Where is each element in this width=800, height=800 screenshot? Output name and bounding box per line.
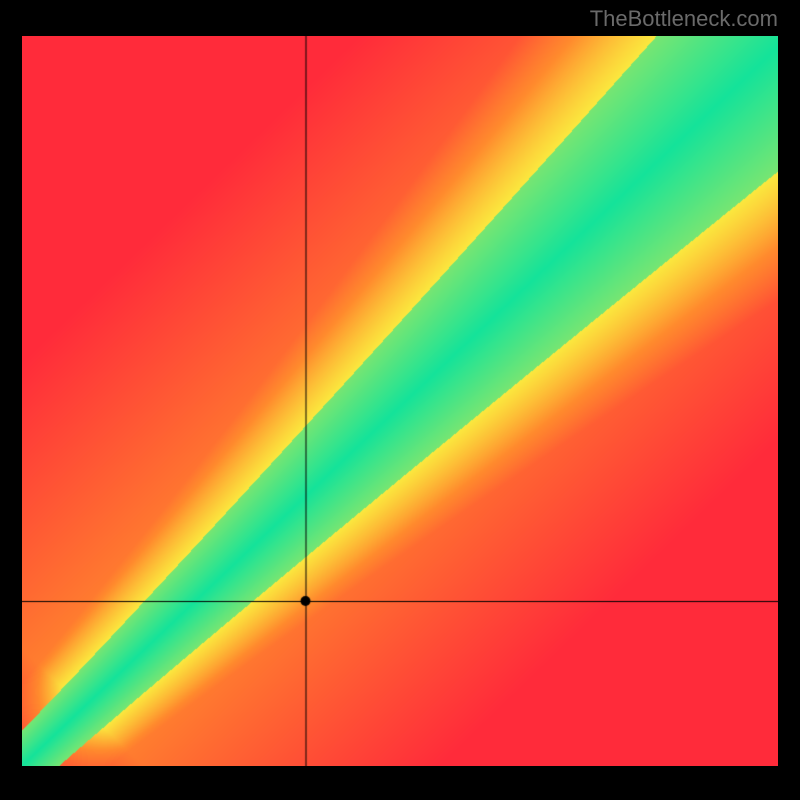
heatmap-canvas — [22, 36, 778, 766]
heatmap-plot — [22, 36, 778, 766]
watermark-text: TheBottleneck.com — [590, 6, 778, 32]
chart-container: TheBottleneck.com — [0, 0, 800, 800]
